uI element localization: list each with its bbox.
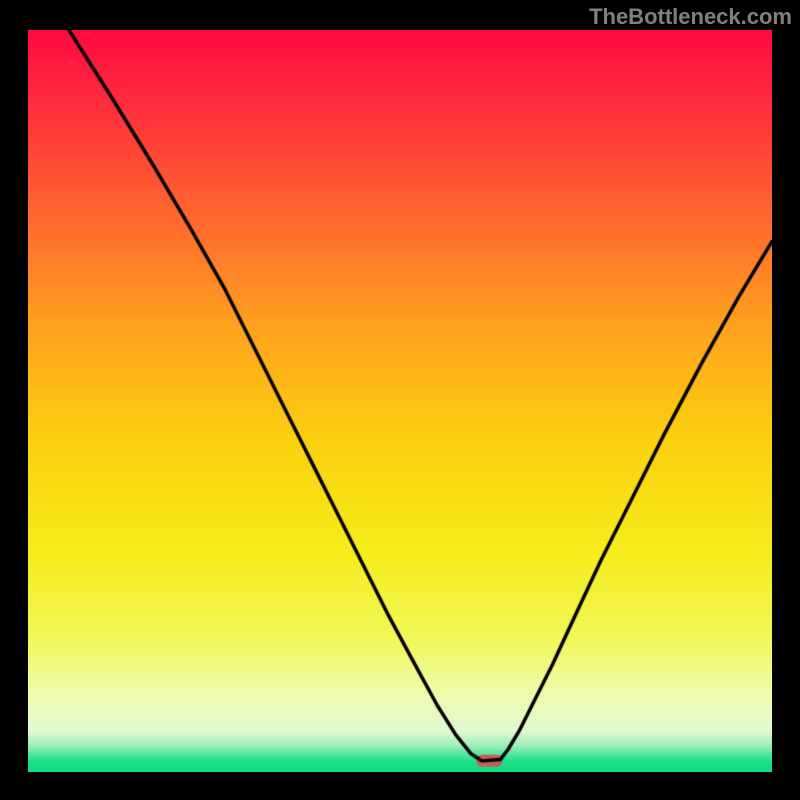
chart-stage: TheBottleneck.com — [0, 0, 800, 800]
watermark-text: TheBottleneck.com — [589, 4, 792, 30]
bottleneck-curve — [28, 30, 772, 772]
plot-frame — [0, 30, 800, 800]
plot-area — [28, 30, 772, 772]
